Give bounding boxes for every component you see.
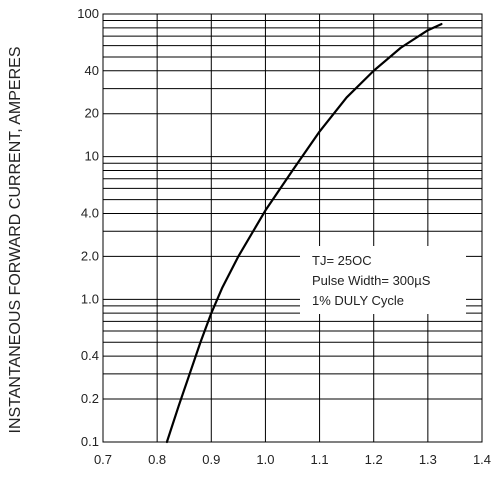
- y-tick-label: 0.1: [81, 434, 99, 449]
- y-tick-label: 4.0: [81, 205, 99, 220]
- y-axis-title: INSTANTANEOUS FORWARD CURRENT, AMPERES: [7, 47, 24, 434]
- x-tick-label: 1.2: [365, 452, 383, 467]
- axis-layer: 0.7 0.8 0.9 1.0 1.1 1.2 1.3 1.4 0.1 0.2 0.4 1.0 2.0 4…: [77, 6, 491, 467]
- annotation-box: [300, 246, 466, 314]
- y-tick-label: 40: [85, 63, 99, 78]
- y-tick-label: 0.4: [81, 348, 99, 363]
- series-layer: [165, 22, 443, 444]
- y-tick-label: 2.0: [81, 248, 99, 263]
- x-tick-label: 0.7: [94, 452, 112, 467]
- y-tick-label: 1.0: [81, 291, 99, 306]
- x-tick-label: 1.4: [473, 452, 491, 467]
- grid-layer: [102, 13, 483, 443]
- annotation-pulse-width: Pulse Width= 300µS: [312, 273, 431, 288]
- y-tick-label: 10: [85, 149, 99, 164]
- plot-frame: [102, 13, 483, 443]
- x-tick-label: 1.3: [419, 452, 437, 467]
- y-tick-label: 0.2: [81, 391, 99, 406]
- x-tick-label: 0.9: [202, 452, 220, 467]
- x-tick-label: 0.8: [148, 452, 166, 467]
- annotation-tj: TJ= 25OC: [312, 253, 372, 268]
- x-tick-label: 1.1: [311, 452, 329, 467]
- forward-current-curve: [165, 22, 443, 444]
- annotation-duty-cycle: 1% DULY Cycle: [312, 293, 404, 308]
- y-tick-label: 20: [85, 106, 99, 121]
- x-tick-label: 1.0: [256, 452, 274, 467]
- y-tick-label: 100: [77, 6, 99, 21]
